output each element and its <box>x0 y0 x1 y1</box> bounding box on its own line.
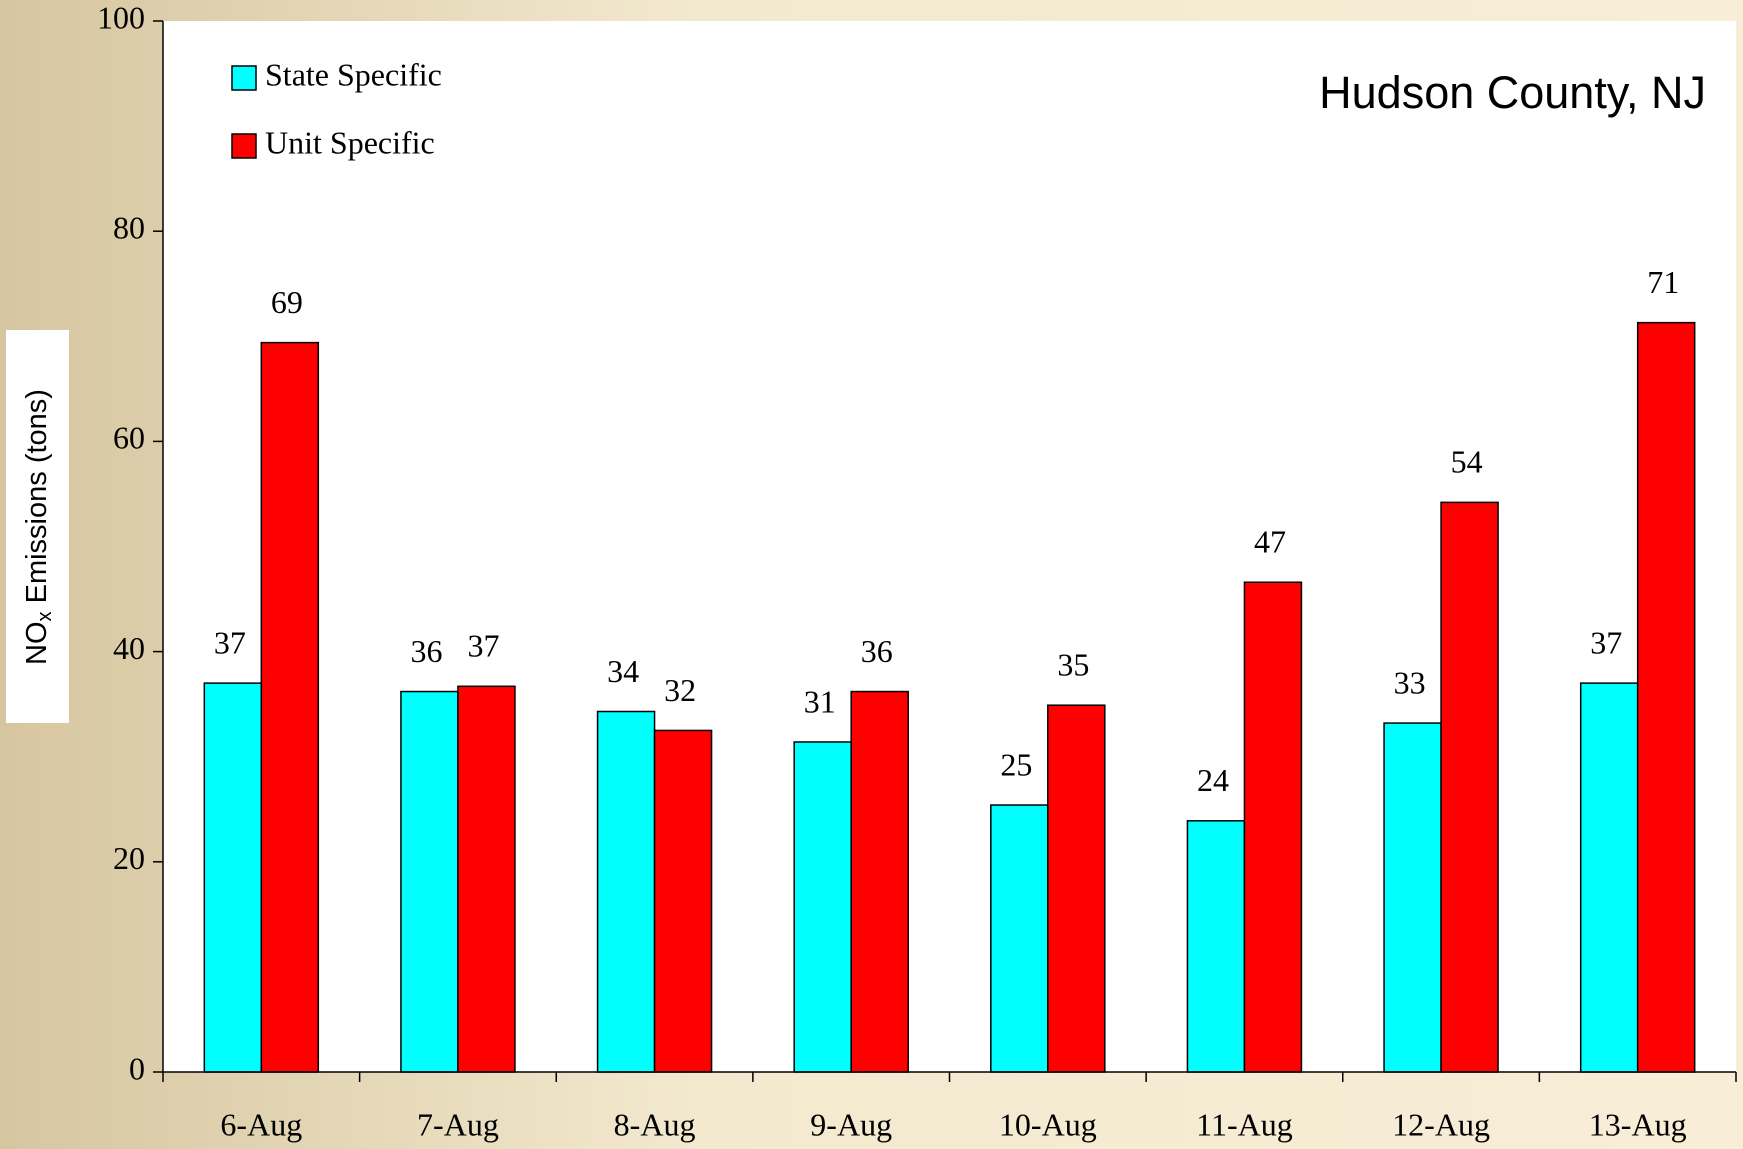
x-tick-label: 10-Aug <box>999 1106 1097 1142</box>
bar <box>1440 501 1499 1073</box>
bar <box>653 729 713 1073</box>
value-label: 54 <box>1451 444 1483 480</box>
y-tick-label: 80 <box>113 210 145 246</box>
value-label: 36 <box>861 633 893 669</box>
bar <box>1636 321 1696 1073</box>
value-label: 32 <box>664 672 696 708</box>
y-label-sub: x <box>34 611 56 621</box>
value-label: 47 <box>1254 524 1286 560</box>
bar <box>990 804 1049 1073</box>
bar <box>1243 581 1303 1073</box>
bar <box>850 690 909 1073</box>
chart-title: Hudson County, NJ <box>1319 67 1706 118</box>
x-tick-label: 7-Aug <box>417 1106 499 1142</box>
x-tick-label: 8-Aug <box>614 1106 696 1142</box>
bar <box>1186 820 1246 1073</box>
y-label-rest: Emissions (tons) <box>21 389 53 611</box>
bar <box>1047 704 1106 1073</box>
value-label: 69 <box>271 284 303 320</box>
value-label: 37 <box>467 628 499 664</box>
y-tick-label: 60 <box>113 420 145 456</box>
y-axis-label: NOx Emissions (tons) <box>21 389 57 665</box>
y-tick-label: 40 <box>113 630 145 666</box>
x-tick-label: 11-Aug <box>1196 1106 1293 1142</box>
bar <box>203 682 263 1073</box>
legend-label: State Specific <box>265 56 442 92</box>
value-label: 36 <box>410 633 442 669</box>
y-tick-label: 100 <box>97 0 145 35</box>
value-label: 35 <box>1057 647 1089 683</box>
y-tick-label: 20 <box>113 840 145 876</box>
bar <box>1579 682 1639 1073</box>
bar <box>457 685 516 1073</box>
x-tick-label: 6-Aug <box>220 1106 302 1142</box>
value-label: 37 <box>214 624 246 660</box>
legend-label: Unit Specific <box>265 124 435 160</box>
x-tick-label: 9-Aug <box>810 1106 892 1142</box>
legend-swatch <box>231 133 257 159</box>
y-label-box <box>6 330 69 723</box>
value-label: 37 <box>1590 624 1622 660</box>
value-label: 34 <box>607 653 639 689</box>
value-label: 25 <box>1000 746 1032 782</box>
value-label: 31 <box>804 683 836 719</box>
bar <box>596 710 656 1073</box>
y-label-main: NO <box>21 621 53 665</box>
y-tick-label: 0 <box>129 1050 145 1086</box>
value-label: 33 <box>1394 664 1426 700</box>
x-tick-label: 13-Aug <box>1589 1106 1687 1142</box>
bar <box>793 741 852 1073</box>
bar <box>1383 722 1442 1073</box>
legend-swatch <box>231 65 257 91</box>
plot-area <box>163 21 1736 1072</box>
x-tick-label: 12-Aug <box>1392 1106 1490 1142</box>
value-label: 71 <box>1647 264 1679 300</box>
bar <box>400 690 459 1073</box>
bar <box>260 341 320 1073</box>
value-label: 24 <box>1197 762 1229 798</box>
